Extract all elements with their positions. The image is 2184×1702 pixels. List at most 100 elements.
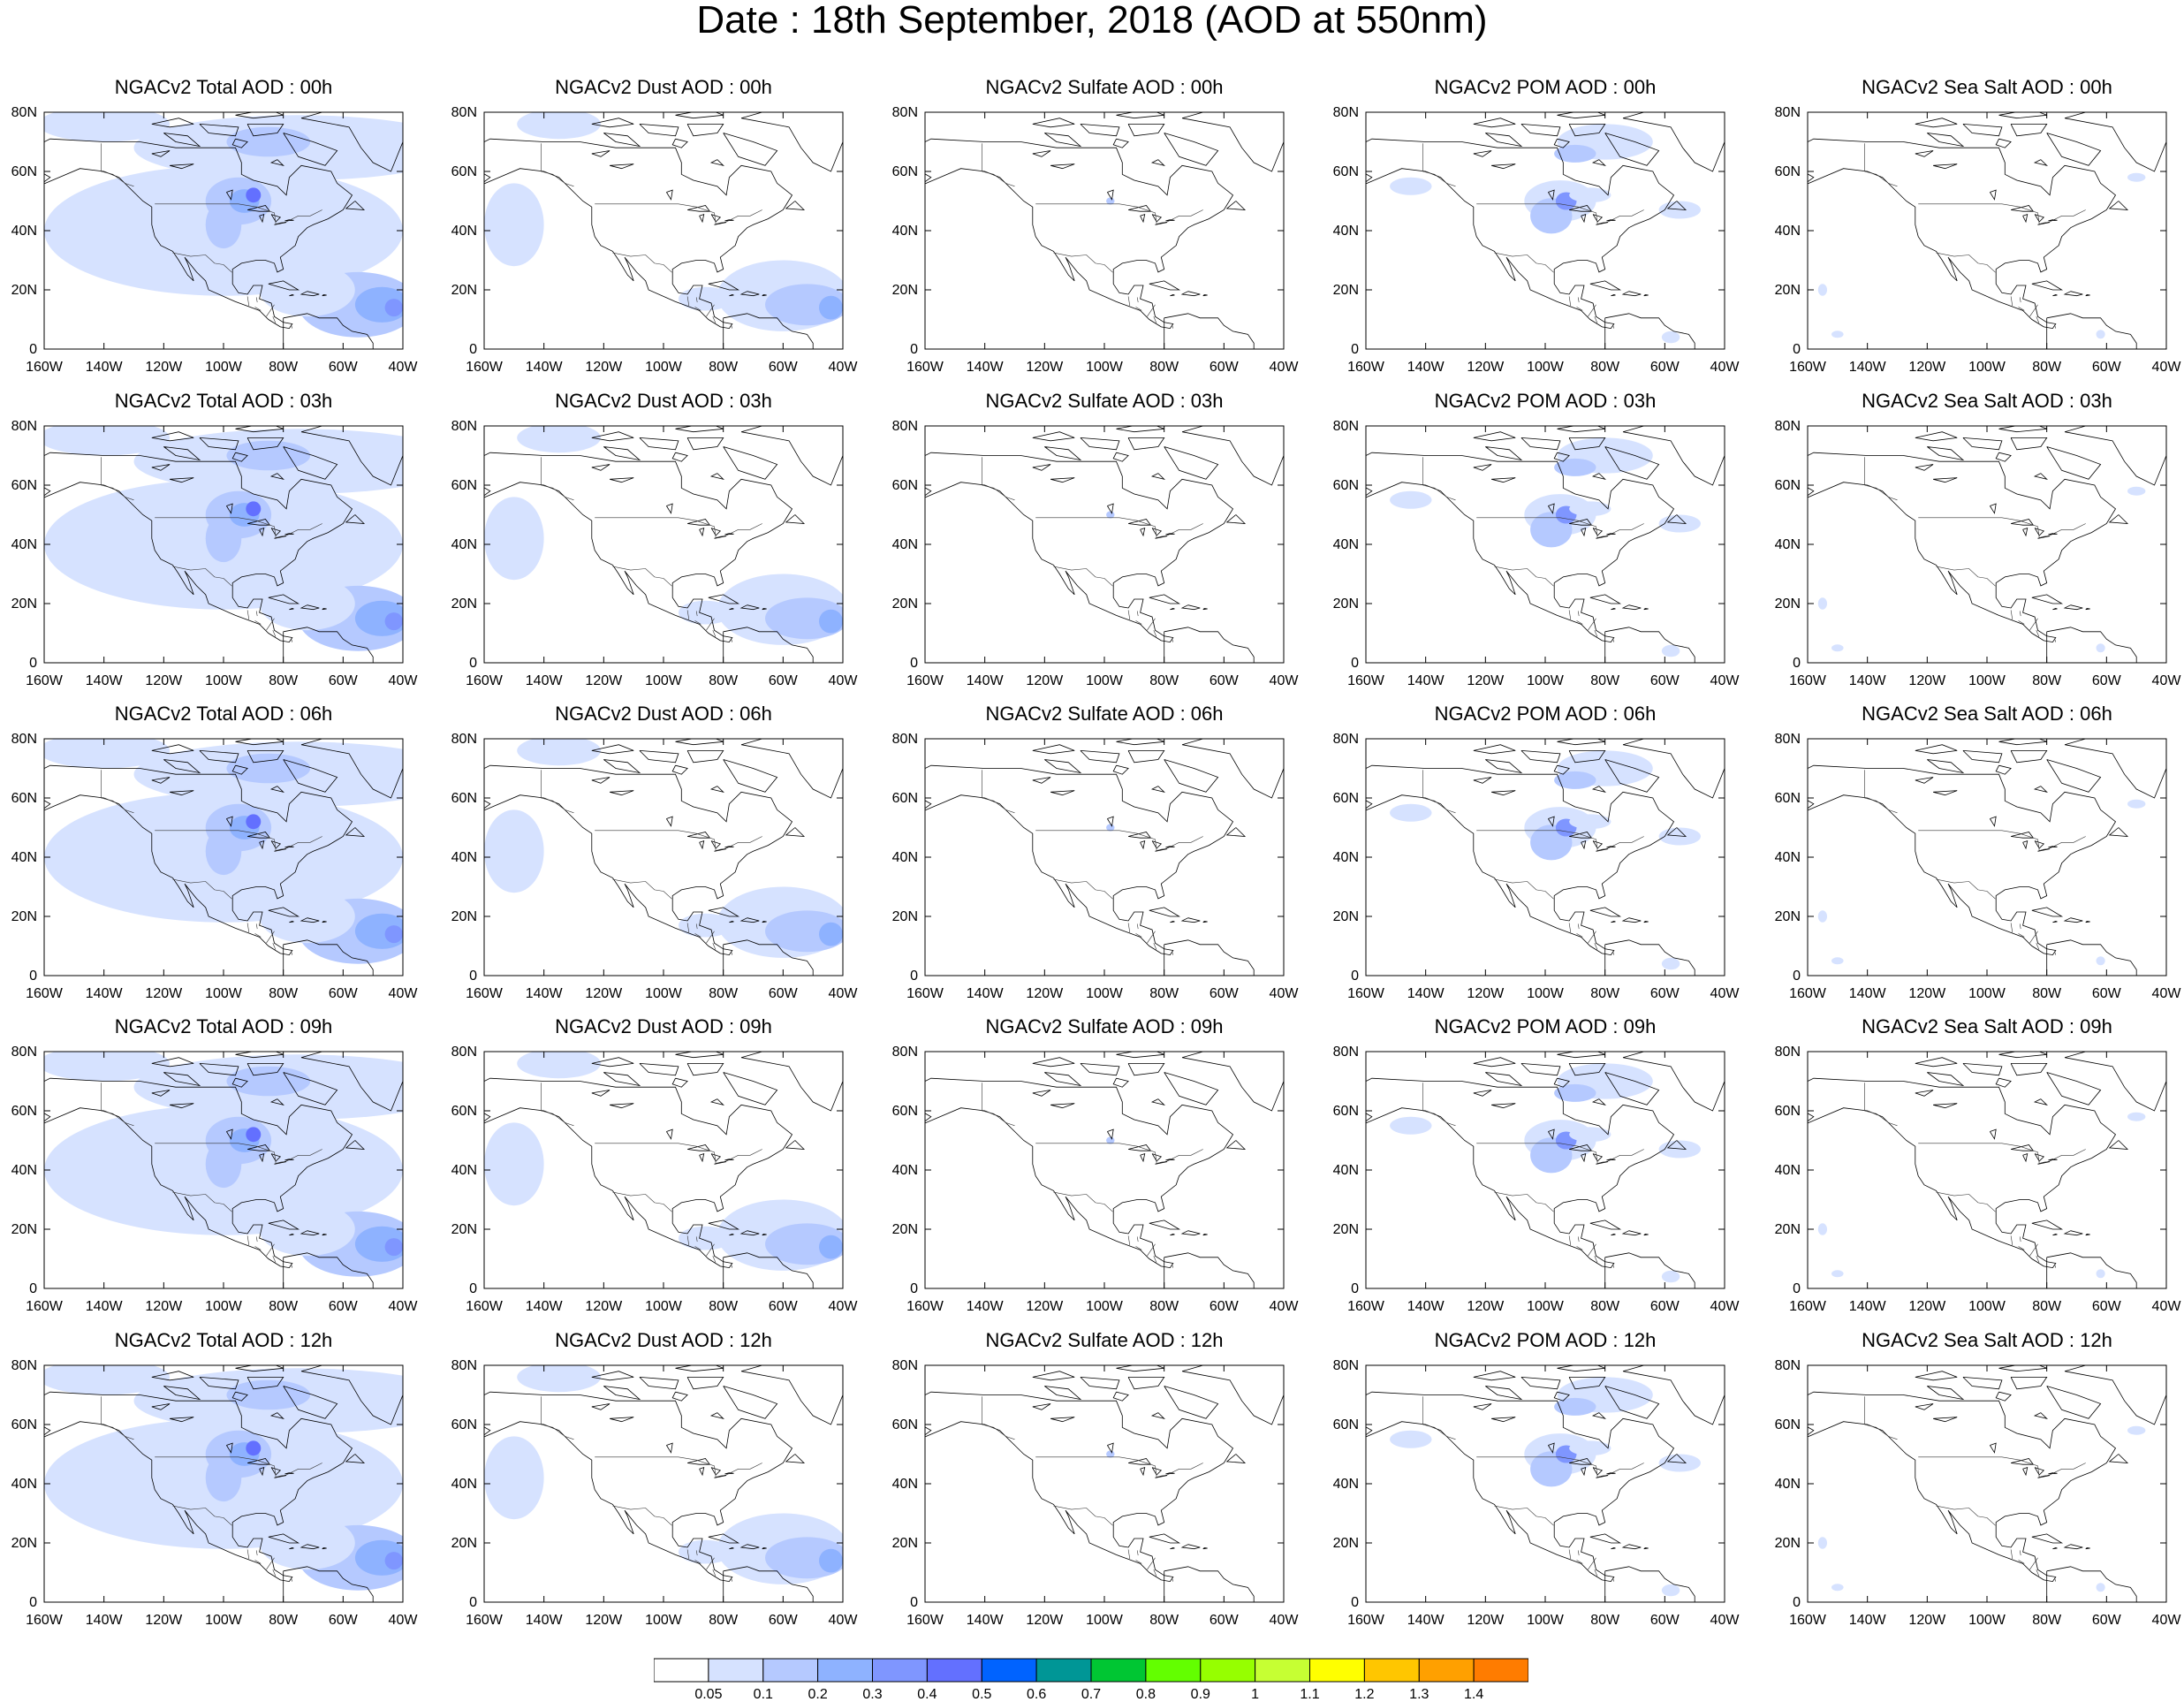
coastline [300,1230,320,1236]
map-plot: 160W 140W 120W 100W 80W 60W 40W 0 20N 40N 60N 80N [451,732,859,1001]
coastline [1044,1386,1082,1401]
border-line [1936,1505,1996,1526]
border-line [1577,297,1580,303]
coastline [283,1566,374,1602]
coastline [1621,1230,1642,1236]
border-line [1588,1243,1596,1257]
panel-title: NGACv2 Sulfate AOD : 12h [985,1329,1224,1351]
aod-plume [1390,803,1432,822]
coastline [484,452,793,643]
aod-plume [205,1140,242,1189]
border-line [266,1557,275,1570]
border-line [1864,1110,1898,1127]
coastline [2064,739,2166,799]
colorbar-label: 0.5 [972,1687,991,1702]
border-line [1035,1143,1203,1164]
coastline [1604,1072,1660,1106]
panel-title: NGACv2 Total AOD : 09h [114,1015,333,1037]
border-line [255,1236,258,1242]
lat-tick-label: 40N [451,1163,477,1178]
lon-tick-label: 100W [1527,1613,1565,1628]
lake-outline [699,1467,705,1477]
aod-plume [44,112,171,142]
coastline [2108,201,2129,210]
coastline [484,1391,793,1583]
lake-outline [270,1467,282,1476]
coastline [345,201,366,210]
coastline [1181,112,1284,172]
lake-outline [699,214,705,224]
coastline [729,1233,734,1236]
coastline [283,1072,338,1106]
lon-tick-label: 40W [829,360,859,375]
coastline [1485,133,1523,148]
lon-tick-label: 140W [967,986,1005,1001]
coastline [1962,750,2003,764]
coastline [1032,744,1075,755]
coastline [1164,1386,1219,1419]
lake-outline [1032,1090,1051,1097]
coastline [1164,133,1219,166]
coastline [762,1233,767,1236]
colorbar-box [762,1658,819,1683]
lat-tick-label: 0 [29,1281,37,1296]
map-plot: 160W 140W 120W 100W 80W 60W 40W 0 20N 40N 60N 80N [892,105,1300,375]
aod-plume [679,1539,732,1564]
aod-plume [44,426,171,456]
lat-tick-label: 0 [29,342,37,357]
coastline [1170,293,1175,297]
border-line [101,1110,134,1127]
coastline [675,1365,724,1372]
coastline [269,1098,285,1106]
coastline [2046,1386,2102,1419]
aod-plume [1106,197,1115,205]
lat-tick-label: 20N [1775,909,1801,924]
panel-title: NGACv2 Sulfate AOD : 09h [985,1015,1224,1037]
lon-tick-label: 80W [2032,673,2062,688]
lon-tick-label: 80W [709,1299,739,1314]
lon-tick-label: 60W [2092,1613,2122,1628]
lon-tick-label: 100W [1527,986,1565,1001]
lat-tick-label: 20N [11,1536,37,1551]
aod-field [484,1365,843,1584]
border-line [1476,517,1644,538]
coastline [1915,431,1958,442]
lake-outline [1491,1417,1516,1423]
panel-title: NGACv2 Total AOD : 03h [114,390,333,412]
lon-tick-label: 60W [329,360,359,375]
lat-tick-label: 20N [1333,283,1359,298]
lat-tick-label: 80N [892,1358,918,1373]
coastline [1591,1098,1607,1106]
coastline [484,764,793,956]
lat-tick-label: 60N [11,478,37,493]
coastline [322,293,327,297]
coastline [1643,607,1649,611]
border-line [595,1456,762,1478]
national-borders [1422,770,1644,955]
coastline [300,1365,403,1425]
map-plot: 160W 140W 120W 100W 80W 60W 40W 0 20N 40N 60N 80N [1775,1045,2182,1314]
national-borders [541,770,762,955]
lat-tick-label: 40N [1333,1163,1359,1178]
map-panel: NGACv2 Sea Salt AOD : 09h 160W 140W 120W 100… [1755,1016,2184,1324]
border-line [266,931,275,944]
coastline [1112,764,1129,775]
lake-outline [1107,189,1114,201]
border-line [1476,1456,1644,1478]
panel-title: NGACv2 Sea Salt AOD : 06h [1862,703,2112,725]
aod-plume [2127,486,2146,496]
lon-tick-label: 80W [269,1299,299,1314]
lake-outline [2022,528,2029,537]
lat-tick-label: 80N [451,419,477,434]
border-line [172,1191,232,1212]
lon-tick-label: 160W [1789,986,1827,1001]
border-line [1568,923,1572,933]
aod-plume [1569,187,1611,203]
coastline [603,759,641,774]
lat-tick-label: 60N [1333,164,1359,179]
panel-title: NGACv2 Sea Salt AOD : 03h [1862,390,2112,412]
lon-tick-label: 160W [466,986,504,1001]
coastline [231,138,248,148]
lat-tick-label: 0 [1351,656,1359,671]
coastline [322,1546,327,1550]
